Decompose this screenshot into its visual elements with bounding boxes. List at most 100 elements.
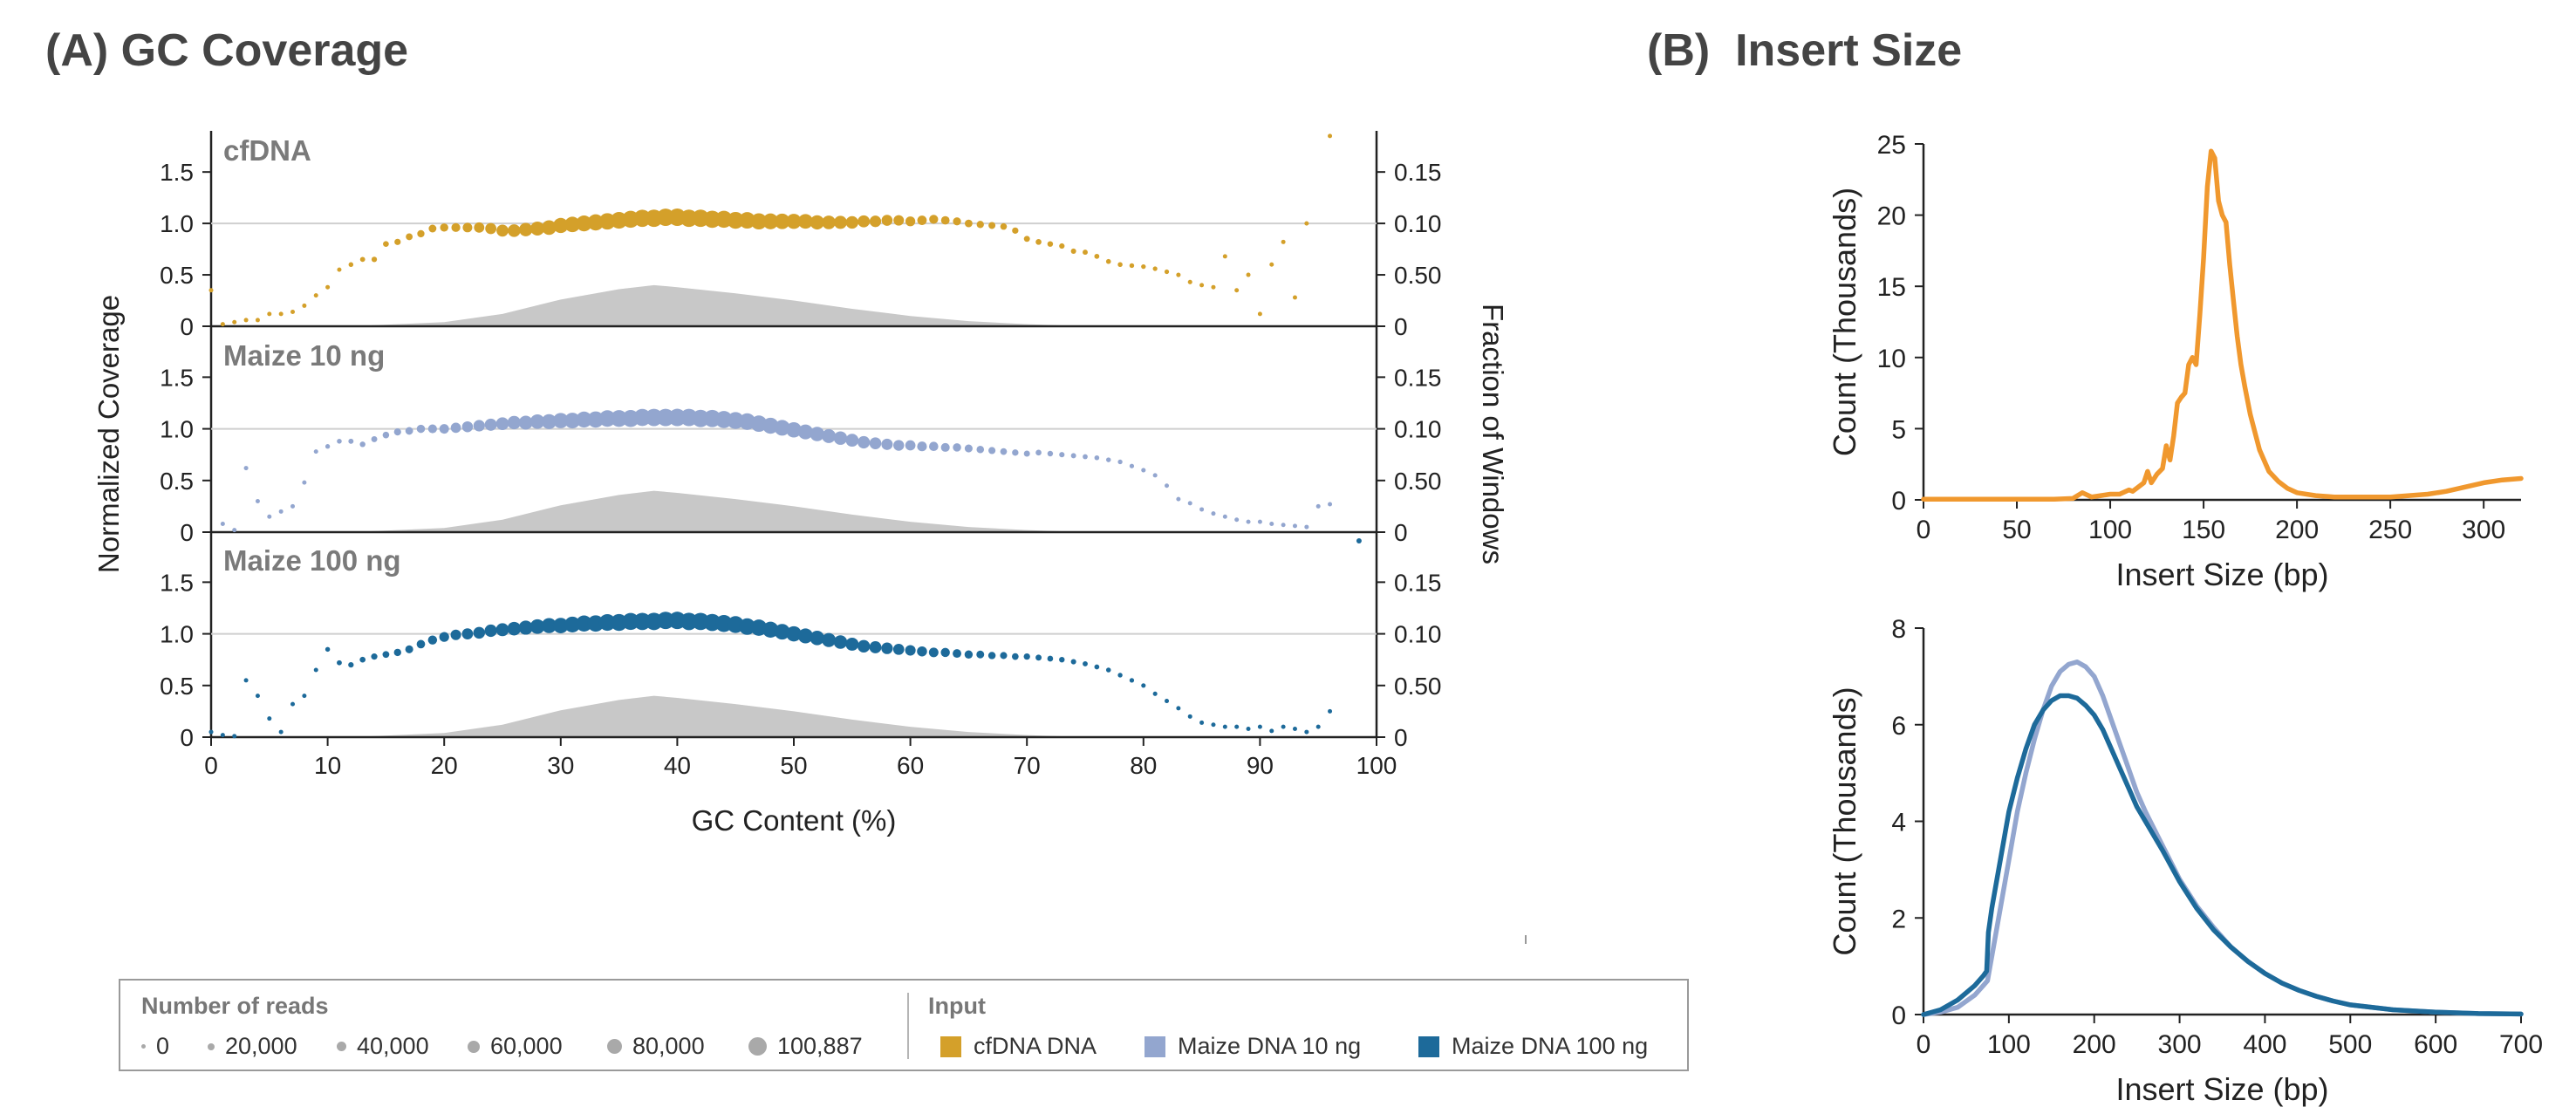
coverage-point — [1000, 222, 1008, 230]
coverage-point — [1281, 239, 1286, 244]
coverage-point — [774, 420, 790, 436]
coverage-point — [1035, 449, 1042, 456]
coverage-point — [508, 224, 521, 237]
coverage-point — [917, 646, 927, 657]
legend: Number of reads 0 20,000 40,000 60,000 8… — [119, 979, 1689, 1071]
coverage-point — [858, 435, 871, 449]
coverage-point — [1315, 724, 1321, 729]
coverage-point — [1211, 722, 1216, 728]
legend-input-title: Input — [928, 993, 986, 1019]
coverage-point — [1152, 266, 1158, 271]
coverage-point — [243, 466, 249, 471]
reads-dot-icon — [141, 1044, 146, 1049]
coverage-point — [797, 628, 813, 644]
coverage-point — [427, 424, 437, 434]
coverage-point — [542, 220, 557, 236]
x-axis-label: Insert Size (bp) — [2115, 557, 2328, 592]
coverage-point — [208, 729, 214, 735]
coverage-point — [371, 435, 378, 442]
coverage-point — [348, 438, 354, 444]
coverage-point — [564, 216, 581, 233]
coverage-point — [964, 444, 973, 453]
coverage-point — [786, 421, 802, 438]
y-tick-label: 1.0 — [160, 210, 194, 237]
coverage-point — [1328, 502, 1333, 507]
coverage-point — [1234, 517, 1240, 523]
x-tick-label: 50 — [780, 752, 807, 779]
coverage-point — [473, 626, 486, 639]
coverage-point — [1047, 241, 1054, 247]
legend-input-item: Maize DNA 10 ng — [1145, 1033, 1361, 1060]
coverage-point — [428, 224, 437, 233]
coverage-point — [953, 217, 961, 226]
coverage-point — [1165, 483, 1170, 489]
coverage-point — [1356, 538, 1362, 543]
x-tick-label: 60 — [897, 752, 924, 779]
coverage-point — [1083, 249, 1088, 256]
coverage-point — [727, 211, 744, 229]
coverage-point — [845, 434, 859, 448]
coverage-point — [1035, 238, 1042, 245]
y-tick-label: 0 — [1891, 487, 1906, 516]
y-tick-label: 4 — [1891, 809, 1906, 837]
y-axis-right-label: Fraction of Windows — [1477, 304, 1509, 564]
coverage-point — [1129, 463, 1135, 468]
y-tick-label: 6 — [1891, 712, 1906, 741]
coverage-point — [857, 639, 871, 653]
coverage-point — [553, 413, 569, 428]
coverage-point — [406, 233, 413, 241]
y-tick-right-label: 0.15 — [1394, 569, 1442, 596]
coverage-point — [1105, 258, 1111, 264]
coverage-point — [893, 215, 905, 226]
y-tick-right-label: 0.50 — [1394, 673, 1442, 700]
coverage-point — [1070, 659, 1076, 665]
legend-reads-label: 40,000 — [357, 1033, 429, 1059]
y-tick-label: 0 — [180, 724, 194, 751]
legend-reads-label: 100,887 — [777, 1033, 863, 1059]
coverage-point — [917, 441, 927, 452]
coverage-point — [1012, 449, 1019, 456]
x-tick-label: 0 — [1917, 516, 1931, 544]
coverage-point — [881, 438, 893, 450]
series-line — [1921, 148, 2524, 502]
legend-input-label: cfDNA DNA — [974, 1033, 1097, 1059]
coverage-point — [1281, 523, 1286, 528]
coverage-point — [507, 415, 522, 430]
y-tick-label: 2 — [1891, 905, 1906, 933]
coverage-point — [1187, 279, 1192, 284]
coverage-point — [833, 215, 847, 229]
coverage-point — [858, 215, 871, 228]
coverage-point — [1292, 295, 1297, 300]
coverage-point — [953, 649, 961, 659]
coverage-point — [797, 424, 813, 440]
coverage-point — [940, 647, 950, 658]
coverage-point — [845, 215, 859, 229]
subplot-label: Maize 10 ng — [223, 339, 385, 372]
x-tick-label: 10 — [314, 752, 341, 779]
coverage-point — [518, 620, 533, 635]
coverage-point — [845, 637, 859, 651]
coverage-point — [394, 238, 401, 245]
coverage-point — [325, 284, 331, 290]
coverage-point — [786, 214, 802, 229]
coverage-point — [313, 667, 318, 673]
coverage-point — [461, 628, 474, 639]
coverage-point — [928, 647, 939, 658]
y-tick-label: 10 — [1877, 345, 1906, 373]
coverage-point — [530, 414, 545, 429]
coverage-point — [473, 420, 485, 432]
coverage-point — [383, 241, 389, 248]
x-tick-label: 70 — [1014, 752, 1041, 779]
x-tick-label: 250 — [2368, 516, 2412, 544]
x-tick-label: 20 — [431, 752, 458, 779]
coverage-point — [1129, 678, 1135, 683]
coverage-point — [393, 648, 401, 657]
coverage-point — [450, 422, 461, 434]
coverage-point — [427, 635, 438, 645]
coverage-point — [1117, 673, 1123, 678]
coverage-point — [833, 431, 848, 445]
x-tick-label: 700 — [2499, 1030, 2543, 1059]
series-line — [1921, 660, 2524, 1017]
coverage-point — [1023, 450, 1030, 457]
